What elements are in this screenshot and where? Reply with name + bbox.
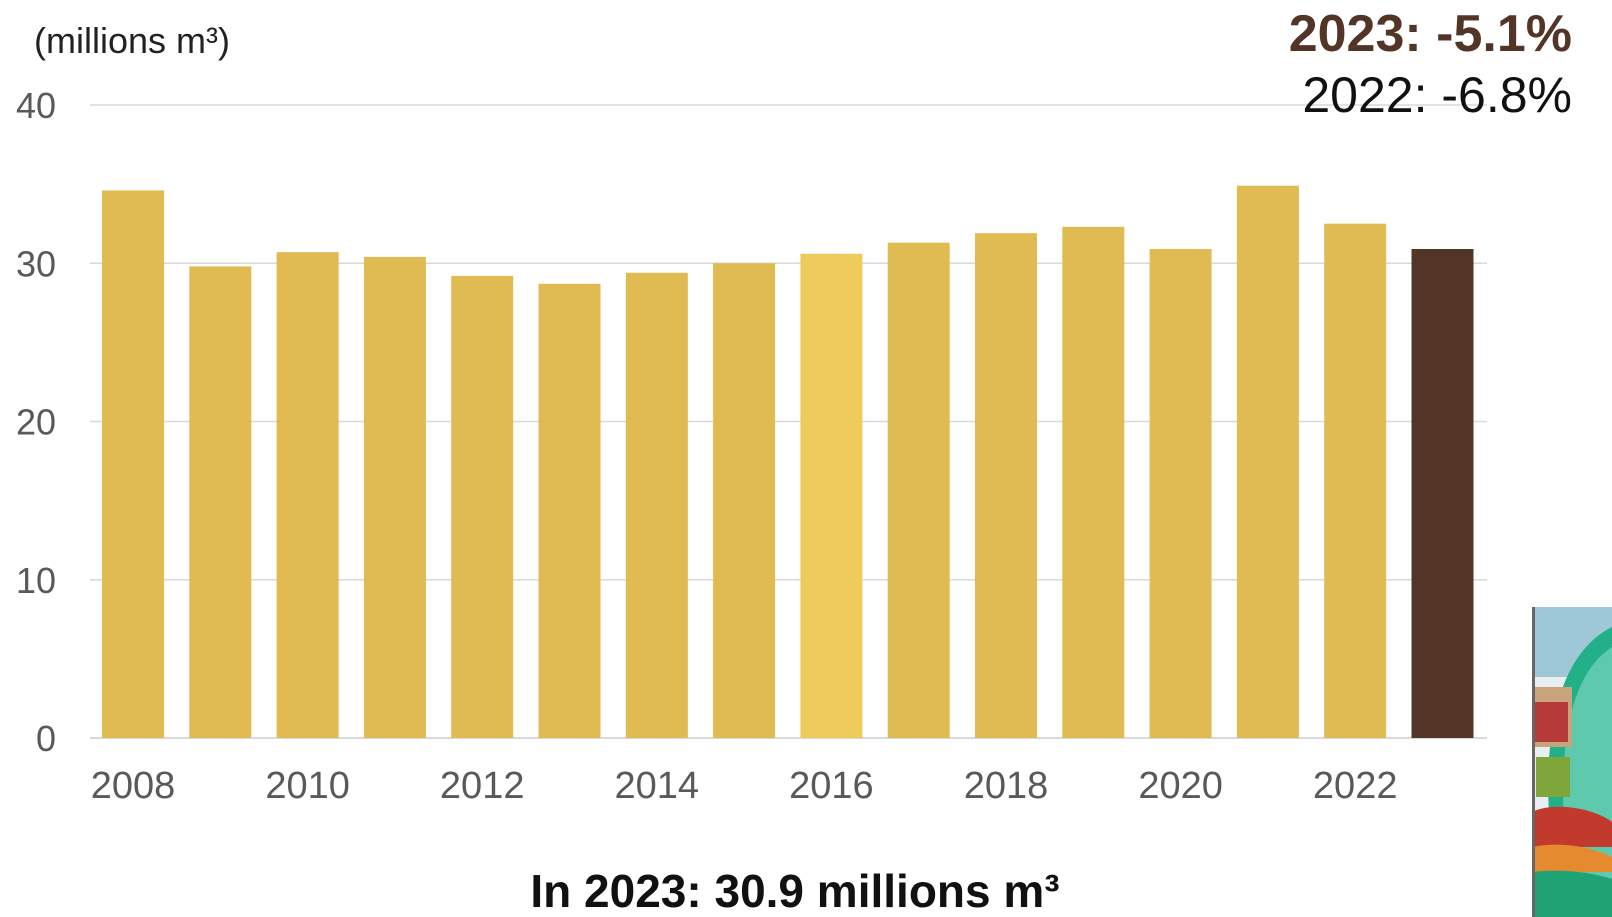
bar-2021	[1236, 185, 1299, 738]
x-tick-label: 2010	[265, 765, 350, 807]
summary-note: In 2023: 30.9 millions m³	[530, 865, 1060, 917]
y-tick-label: 10	[16, 560, 56, 601]
bar-2011	[363, 256, 426, 738]
bar-2017	[887, 242, 950, 739]
bar-2019	[1062, 226, 1125, 739]
x-tick-label: 2022	[1313, 765, 1398, 807]
y-tick-label: 30	[16, 243, 56, 284]
x-tick-label: 2016	[789, 765, 874, 807]
bar-2023	[1411, 249, 1474, 738]
bar-2022	[1324, 223, 1387, 738]
bar-2016	[800, 253, 863, 738]
x-tick-label: 2012	[440, 765, 525, 807]
bar-2010	[276, 252, 339, 739]
change-2022-label: 2022: -6.8%	[1302, 67, 1572, 123]
bar-2013	[538, 283, 601, 738]
bar-2008	[102, 190, 164, 738]
bar-2020	[1149, 249, 1212, 738]
y-axis-unit-label: (millions m³)	[34, 20, 230, 61]
x-tick-label: 2020	[1138, 765, 1223, 807]
change-2023-label: 2023: -5.1%	[1288, 5, 1572, 63]
decorative-illustration	[1532, 607, 1612, 917]
bar-2012	[451, 275, 514, 738]
y-tick-label: 40	[16, 85, 56, 126]
bar-2009	[189, 266, 252, 738]
bars	[102, 185, 1474, 739]
x-tick-label: 2008	[91, 765, 176, 807]
y-axis-ticks: 0 10 20 30 40	[16, 85, 56, 759]
bar-2015	[713, 263, 776, 738]
bar-2014	[625, 272, 688, 738]
x-tick-label: 2014	[615, 765, 700, 807]
x-axis-ticks: 2008 2010 2012 2014 2016 2018 2020 2022	[91, 765, 1398, 807]
y-tick-label: 0	[36, 718, 56, 759]
bar-2018	[975, 233, 1037, 738]
y-tick-label: 20	[16, 402, 56, 443]
x-tick-label: 2018	[964, 765, 1049, 807]
